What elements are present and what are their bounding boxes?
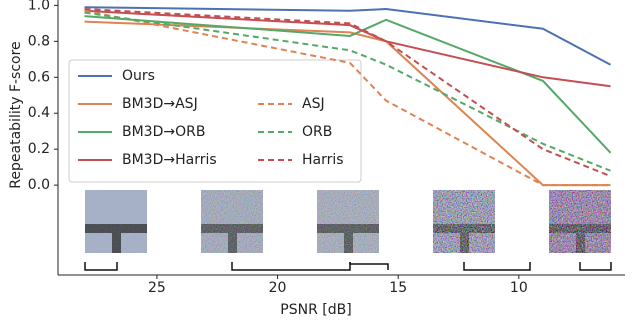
- bracket: [579, 262, 612, 271]
- thumbnails: [85, 190, 611, 253]
- legend-label: Harris: [302, 152, 344, 168]
- bracket: [231, 262, 351, 271]
- legend-label: ASJ: [302, 96, 325, 112]
- line: [84, 9, 611, 88]
- legend: [68, 59, 362, 183]
- x-tick-label: 15: [389, 280, 407, 296]
- x-tick-label: 10: [510, 280, 528, 296]
- thumbnail: [317, 190, 379, 253]
- thumbnail: [549, 190, 611, 253]
- legend-label: Ours: [122, 68, 155, 84]
- line: [84, 9, 611, 187]
- y-axis-label: Repeatability F-score: [8, 41, 24, 188]
- line: [84, 6, 611, 66]
- y-tick-label: 0.8: [28, 33, 50, 49]
- thumbnail: [201, 190, 263, 253]
- y-tick-label: 0.2: [28, 141, 50, 157]
- legend-label: BM3D→ASJ: [122, 96, 198, 112]
- thumbnail: [85, 190, 147, 253]
- y-tick-label: 0.6: [28, 69, 50, 85]
- bracket: [349, 262, 389, 270]
- bracket: [84, 262, 118, 271]
- bracket: [463, 262, 531, 271]
- x-axis-label: PSNR [dB]: [280, 302, 351, 318]
- legend-label: ORB: [302, 124, 332, 140]
- thumbnail: [433, 190, 495, 253]
- x-tick-label: 20: [269, 280, 287, 296]
- line: [84, 15, 612, 154]
- line: [84, 7, 611, 178]
- y-tick-label: 0.0: [28, 177, 50, 193]
- y-tick-label: 0.4: [28, 105, 50, 121]
- y-tick-label: 1.0: [28, 0, 50, 13]
- legend-label: BM3D→ORB: [122, 124, 205, 140]
- legend-label: BM3D→Harris: [122, 152, 217, 168]
- brackets: [84, 262, 612, 271]
- x-tick-label: 25: [148, 280, 166, 296]
